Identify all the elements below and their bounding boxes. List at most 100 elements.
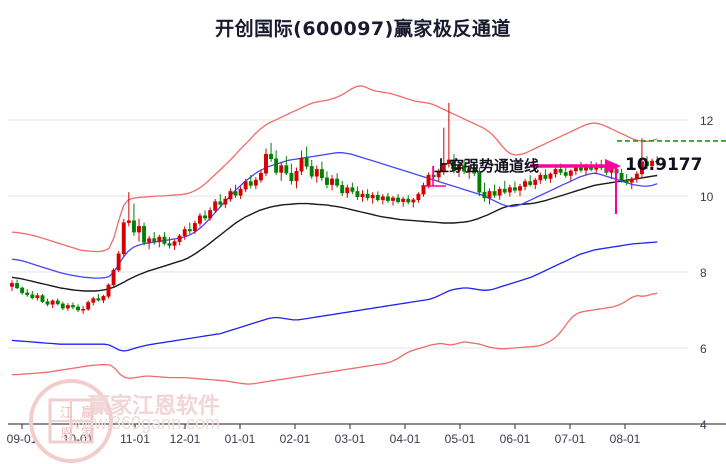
candle-body xyxy=(55,300,60,305)
stock-chart-root: 开创国际(600097)赢家极反通道 12 10 8 6 4 09-01 10-01 11-… xyxy=(7,18,726,463)
candle-body xyxy=(198,215,202,224)
annotation-arrow xyxy=(424,159,621,214)
candle-body xyxy=(619,172,624,181)
candle-body xyxy=(467,168,472,172)
candle-body xyxy=(528,181,533,185)
candle-body xyxy=(248,181,253,186)
candle-body xyxy=(492,191,497,196)
x-tick-label: 09-01 xyxy=(7,432,38,446)
candle-body xyxy=(208,210,213,219)
x-tick-label: 01-01 xyxy=(225,432,256,446)
x-tick-label: 05-01 xyxy=(445,432,476,446)
candle-body xyxy=(264,153,268,174)
candle-body xyxy=(65,305,70,309)
candle-body xyxy=(452,159,456,171)
candle-body xyxy=(446,159,451,164)
candle-body xyxy=(507,187,512,193)
y-axis-tick-labels: 12 10 8 6 4 xyxy=(700,114,714,432)
candle-body xyxy=(187,229,192,232)
candle-body xyxy=(441,163,446,172)
y-tick-label: 10 xyxy=(700,190,714,204)
candle-body xyxy=(330,178,334,185)
candle-body xyxy=(243,181,248,190)
candle-body xyxy=(167,243,172,246)
candle-body xyxy=(289,172,294,182)
candle-body xyxy=(436,171,441,178)
band-mid-black xyxy=(11,174,658,292)
candle-body xyxy=(258,172,263,181)
candle-body xyxy=(629,178,634,183)
candle-body xyxy=(355,191,360,198)
candle-body xyxy=(213,201,218,211)
candle-body xyxy=(203,215,207,219)
candle-body xyxy=(411,199,416,203)
candle-body xyxy=(457,165,461,171)
candle-body xyxy=(96,298,101,301)
candle-body xyxy=(10,283,14,287)
candle-body xyxy=(426,174,431,186)
candle-body xyxy=(462,165,467,172)
candle-body xyxy=(137,226,141,233)
candle-body xyxy=(304,157,309,167)
candle-body xyxy=(172,241,177,246)
candle-body xyxy=(573,167,578,172)
x-tick-label: 03-01 xyxy=(335,432,366,446)
candle-body xyxy=(472,168,477,174)
candle-body xyxy=(81,308,86,311)
x-tick-label: 06-01 xyxy=(500,432,531,446)
candle-body xyxy=(162,236,167,244)
candle-body xyxy=(86,302,91,310)
candle-body xyxy=(487,191,492,199)
candle-body xyxy=(309,166,314,177)
candle-body xyxy=(538,174,543,181)
x-tick-label: 07-01 xyxy=(555,432,586,446)
candle-body xyxy=(60,303,65,309)
candle-body xyxy=(325,177,329,185)
candle-body xyxy=(299,157,304,172)
candle-body xyxy=(50,300,55,305)
candle-body xyxy=(71,305,75,308)
band-upper-red xyxy=(11,85,658,253)
candle-body xyxy=(634,173,639,180)
candle-body xyxy=(233,191,238,196)
candle-body xyxy=(76,306,80,311)
candle-body xyxy=(548,173,553,179)
candle-body xyxy=(45,301,50,305)
candle-body xyxy=(568,170,573,176)
candle-body xyxy=(579,167,583,171)
channel-bands xyxy=(11,85,658,385)
candle-body xyxy=(416,193,421,201)
candle-body xyxy=(391,197,395,201)
last-price-label: 10.9177 xyxy=(625,155,703,175)
candle-body xyxy=(350,187,355,192)
candle-body xyxy=(294,171,299,182)
candle-body xyxy=(269,153,274,160)
x-tick-label: 08-01 xyxy=(610,432,641,446)
candle-body xyxy=(370,194,375,199)
candle-body xyxy=(340,185,345,194)
candle-body xyxy=(335,178,340,186)
band-lower-red xyxy=(12,292,658,385)
candle-body xyxy=(401,198,406,202)
candle-body xyxy=(142,226,147,243)
annotation-label: 上穿强势通道线 xyxy=(434,157,540,175)
candle-body xyxy=(639,161,644,175)
candle-body xyxy=(238,188,243,196)
candle-body xyxy=(147,238,152,243)
y-tick-label: 4 xyxy=(700,418,707,432)
candle-body xyxy=(25,292,30,296)
candle-body xyxy=(218,201,223,205)
candle-body xyxy=(497,188,502,196)
candle-body xyxy=(121,222,126,255)
candle-body xyxy=(380,196,385,201)
x-tick-label: 10-01 xyxy=(63,432,94,446)
candle-body xyxy=(106,284,111,297)
candle-body xyxy=(177,235,182,242)
candle-body xyxy=(624,179,629,183)
candle-body xyxy=(406,198,411,203)
x-tick-label: 02-01 xyxy=(280,432,311,446)
x-tick-label: 11-01 xyxy=(120,432,150,446)
y-tick-label: 6 xyxy=(700,342,707,356)
candle-body xyxy=(279,165,284,173)
candle-body xyxy=(385,196,390,201)
